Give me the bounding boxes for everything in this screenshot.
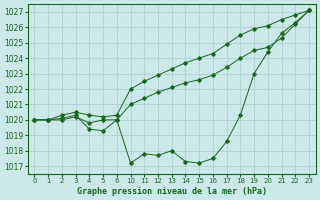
X-axis label: Graphe pression niveau de la mer (hPa): Graphe pression niveau de la mer (hPa) bbox=[77, 187, 267, 196]
